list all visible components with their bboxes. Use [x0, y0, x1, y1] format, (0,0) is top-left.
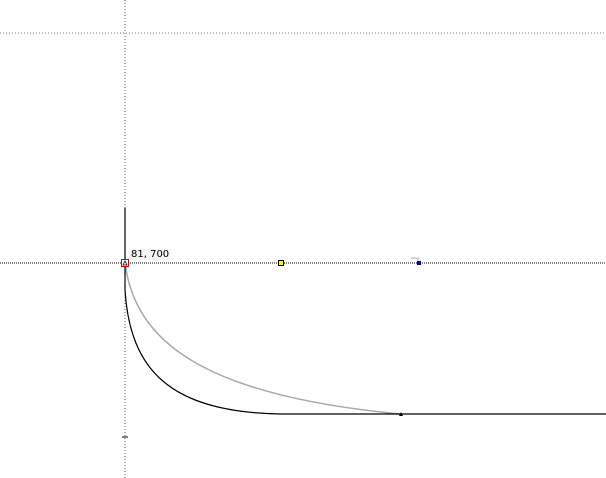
control-handle[interactable] — [278, 260, 284, 266]
selected-anchor-point[interactable] — [121, 259, 129, 267]
endpoint-handle[interactable] — [417, 261, 421, 265]
primary-curve[interactable] — [124, 208, 606, 415]
secondary-curve[interactable] — [124, 262, 401, 415]
endpoint-handle-arrow-icon — [411, 257, 419, 261]
curve-end-marker[interactable] — [399, 412, 403, 416]
anchor-coordinate-label: 81, 700 — [130, 249, 171, 260]
anchor-point-icon — [122, 260, 128, 266]
